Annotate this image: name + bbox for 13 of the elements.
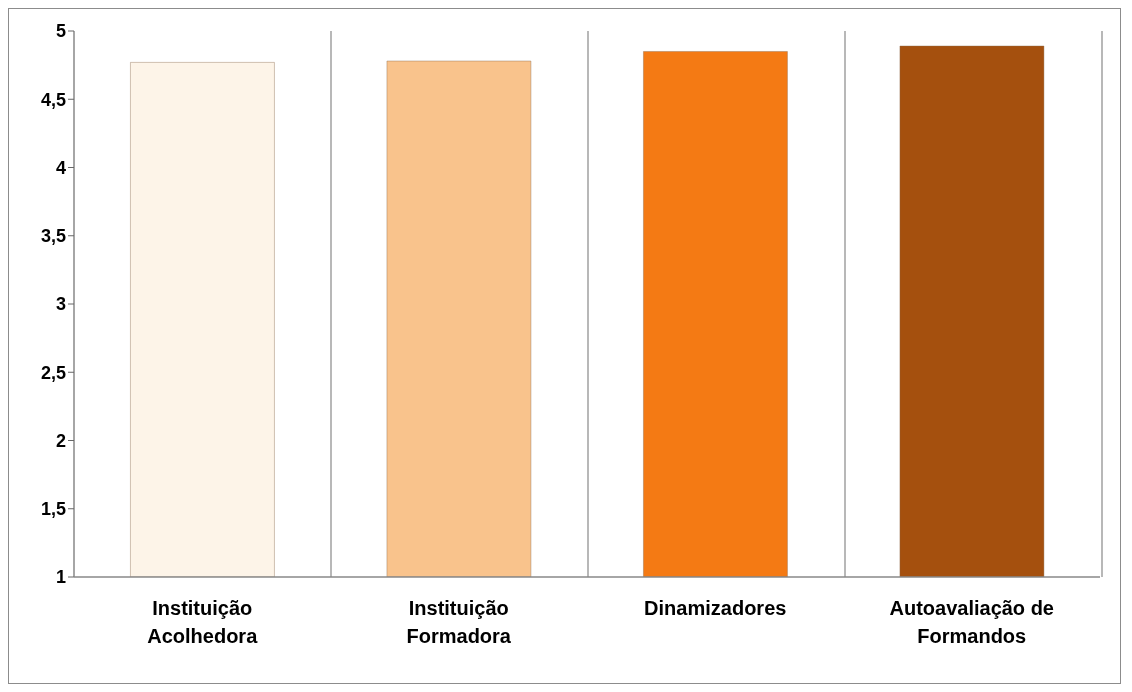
x-tick-label: Autoavaliação de Formandos	[889, 597, 1055, 647]
y-tick-label: 3,5	[40, 226, 66, 247]
y-tick-label: 5	[55, 21, 66, 42]
y-tick-label: 2	[55, 430, 66, 451]
x-tick-label: Instituição Acolhedora	[147, 597, 259, 647]
y-tick-label: 3	[55, 294, 66, 315]
x-tick-label: Dinamizadores	[644, 597, 787, 619]
y-tick-label: 1	[55, 567, 66, 588]
y-tick-label: 1,5	[40, 499, 66, 520]
y-tick-label: 2,5	[40, 362, 66, 383]
y-tick-label: 4	[55, 157, 66, 178]
x-tick-label: Instituição Formadora	[406, 597, 512, 647]
y-tick-label: 4,5	[40, 89, 66, 110]
